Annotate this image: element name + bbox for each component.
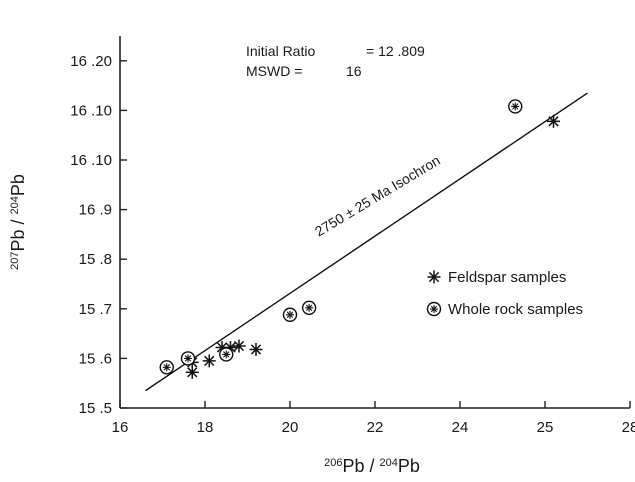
y-axis-title: 207Pb / 204Pb	[8, 174, 28, 270]
x-axis-title-main2: Pb	[398, 456, 420, 476]
mswd-value: 16	[346, 63, 362, 79]
y-tick-label: 15 .8	[79, 251, 112, 268]
y-tick-label: 15 .5	[79, 400, 112, 417]
mswd-label: MSWD =	[246, 63, 302, 79]
y-axis-title-sup2: 204	[9, 196, 21, 214]
feldspar-point	[185, 365, 199, 379]
whole-rock-point	[159, 360, 174, 375]
ratio-value: = 12 .809	[366, 43, 425, 59]
x-axis-title-main1: Pb /	[342, 456, 379, 476]
whole-rock-point	[282, 307, 298, 322]
feldspar-point	[547, 114, 560, 128]
legend: Feldspar samples Whole rock samples	[426, 269, 583, 318]
x-tick-label: 20	[282, 419, 299, 436]
whole-rock-point	[508, 99, 523, 114]
x-tick-label: 25	[537, 419, 554, 436]
x-axis-title-sup2: 204	[380, 457, 398, 469]
isochron-label: 2750 ± 25 Ma Isochron	[312, 152, 443, 239]
ratio-label: Initial Ratio	[246, 43, 315, 59]
y-tick-label: 16 .10	[70, 102, 112, 119]
y-tick-label: 16 .20	[70, 53, 112, 70]
axes	[119, 36, 630, 409]
x-tick-label: 28	[622, 419, 635, 436]
x-tick-label: 22	[367, 419, 384, 436]
y-axis-title-main2: Pb	[8, 174, 28, 196]
annotation-box: Initial Ratio = 12 .809 MSWD = 16	[246, 43, 425, 79]
y-axis-title-sup1: 207	[9, 252, 21, 270]
y-tick-label: 16 .9	[79, 202, 112, 219]
y-tick-label: 15 .6	[79, 350, 112, 367]
data-points	[159, 99, 560, 379]
whole-rock-point	[301, 300, 317, 316]
legend-feldspar-icon	[427, 270, 441, 284]
x-axis-title: 206Pb / 204Pb	[324, 456, 420, 476]
y-tick-label: 16 .10	[70, 152, 112, 169]
whole-rock-point	[219, 347, 234, 362]
x-tick-label: 16	[112, 419, 129, 436]
legend-asterisk-mark	[427, 270, 441, 284]
x-axis-title-sup1: 206	[324, 457, 342, 469]
isochron-line	[145, 92, 588, 392]
x-tick-label: 18	[197, 419, 214, 436]
legend-whole-rock-label: Whole rock samples	[448, 301, 583, 318]
feldspar-point	[249, 342, 263, 356]
whole-rock-point	[180, 351, 196, 366]
ticks: 16 18 20 22 24 25 28 15 .5 15 .6 15 .7 15 .8 16 .9 1…	[70, 53, 635, 436]
feldspar-point	[202, 354, 216, 368]
legend-whole-rock-icon	[426, 301, 442, 317]
feldspar-point	[232, 339, 246, 353]
x-tick-label: 24	[452, 419, 469, 436]
legend-feldspar-label: Feldspar samples	[448, 269, 566, 286]
y-axis-title-main1: Pb /	[8, 215, 28, 252]
legend-circle-mark	[426, 301, 442, 317]
y-tick-label: 15 .7	[79, 301, 112, 318]
